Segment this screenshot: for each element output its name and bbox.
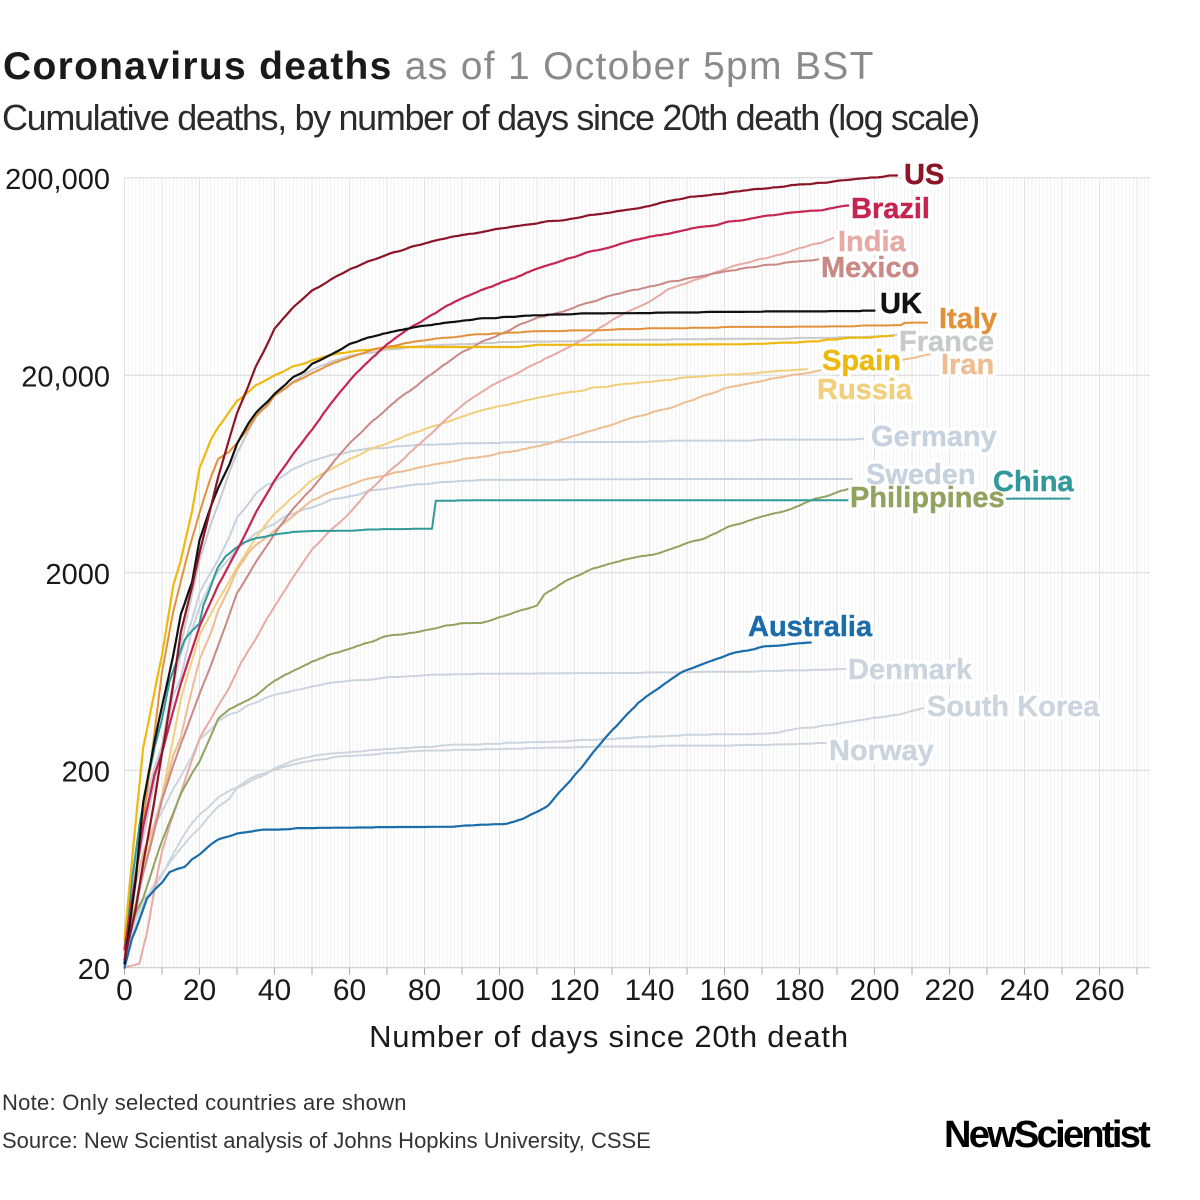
svg-text:Australia: Australia [748, 611, 873, 643]
svg-text:Germany: Germany [871, 421, 997, 453]
svg-text:Norway: Norway [829, 735, 934, 767]
svg-text:Mexico: Mexico [821, 252, 919, 284]
svg-text:Spain: Spain [822, 345, 901, 377]
svg-text:Iran: Iran [941, 349, 994, 381]
svg-text:Brazil: Brazil [851, 193, 930, 225]
svg-text:20: 20 [183, 974, 216, 1007]
svg-text:260: 260 [1074, 974, 1124, 1007]
svg-text:US: US [904, 159, 944, 191]
svg-text:Sweden: Sweden [866, 459, 976, 491]
svg-text:240: 240 [999, 974, 1049, 1007]
svg-text:120: 120 [549, 974, 599, 1007]
svg-text:180: 180 [774, 974, 824, 1007]
svg-text:100: 100 [474, 974, 524, 1007]
svg-text:2000: 2000 [45, 559, 110, 591]
svg-text:India: India [838, 226, 907, 258]
svg-text:India: India [838, 226, 907, 258]
svg-text:160: 160 [699, 974, 749, 1007]
svg-text:Number of days since 20th deat: Number of days since 20th death [369, 1019, 849, 1054]
svg-text:40: 40 [258, 974, 291, 1007]
svg-text:Philippines: Philippines [850, 482, 1005, 514]
svg-text:80: 80 [408, 974, 441, 1007]
svg-text:Philippines: Philippines [850, 482, 1005, 514]
svg-text:China: China [993, 466, 1074, 498]
svg-text:South Korea: South Korea [927, 691, 1100, 723]
svg-text:Australia: Australia [748, 611, 873, 643]
svg-text:US: US [904, 159, 944, 191]
svg-text:Russia: Russia [817, 374, 913, 406]
svg-text:Mexico: Mexico [821, 252, 919, 284]
svg-text:China: China [993, 466, 1074, 498]
svg-text:Sweden: Sweden [866, 459, 976, 491]
svg-text:140: 140 [624, 974, 674, 1007]
svg-text:Italy: Italy [939, 303, 997, 335]
svg-text:Denmark: Denmark [848, 654, 973, 686]
svg-text:220: 220 [924, 974, 974, 1007]
svg-text:Spain: Spain [822, 345, 901, 377]
svg-text:France: France [899, 326, 994, 358]
svg-text:Iran: Iran [941, 349, 994, 381]
svg-text:Norway: Norway [829, 735, 934, 767]
svg-text:Brazil: Brazil [851, 193, 930, 225]
svg-text:Denmark: Denmark [848, 654, 973, 686]
svg-text:France: France [899, 326, 994, 358]
svg-text:Germany: Germany [871, 421, 997, 453]
svg-text:Russia: Russia [817, 374, 913, 406]
svg-text:60: 60 [333, 974, 366, 1007]
svg-text:Italy: Italy [939, 303, 997, 335]
svg-text:0: 0 [116, 974, 133, 1007]
svg-text:20: 20 [78, 954, 110, 986]
svg-text:UK: UK [880, 288, 922, 320]
svg-text:200: 200 [62, 756, 110, 788]
svg-text:UK: UK [880, 288, 922, 320]
svg-text:200,000: 200,000 [5, 164, 110, 196]
svg-text:200: 200 [849, 974, 899, 1007]
svg-text:South Korea: South Korea [927, 691, 1100, 723]
svg-text:20,000: 20,000 [21, 361, 110, 393]
